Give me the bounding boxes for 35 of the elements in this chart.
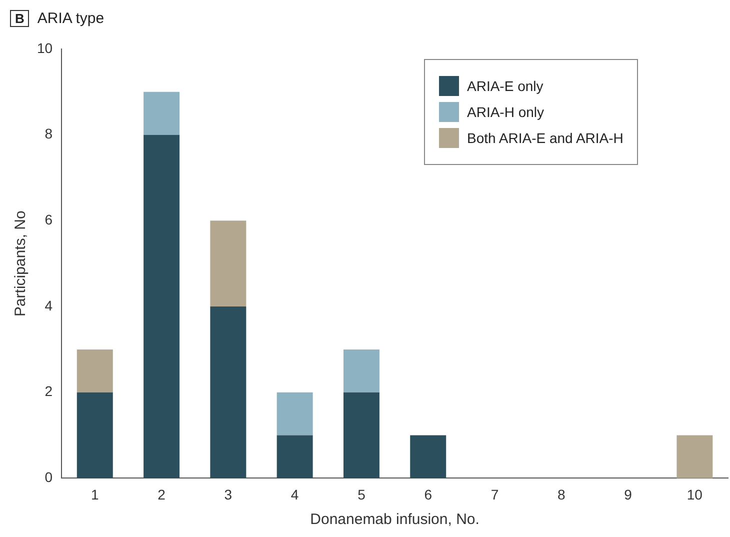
bar (76, 392, 113, 478)
x-tick-label: 3 (224, 486, 232, 502)
bar (343, 392, 380, 478)
x-tick-label: 4 (290, 486, 299, 502)
text: B (10, 10, 30, 27)
y-axis-title: Participants, No (12, 210, 30, 317)
y-tick-label: 2 (44, 383, 53, 400)
bar (210, 220, 246, 307)
x-tick-label: 9 (624, 486, 632, 502)
x-tick-label: 1 (90, 486, 99, 502)
bar (676, 435, 713, 478)
x-tick-label: 8 (557, 486, 566, 502)
bar (343, 349, 380, 392)
bar (276, 435, 313, 478)
y-tick-label: 10 (36, 40, 53, 56)
x-tick-label: 2 (158, 486, 166, 502)
bar (76, 349, 113, 392)
legend-label: Both ARIA-E and ARIA-H (467, 130, 624, 146)
x-axis-title: Donanemab infusion, No. (310, 511, 480, 528)
y-tick-label: 4 (44, 297, 53, 314)
x-tick-label: 6 (424, 486, 432, 502)
bar (144, 134, 180, 478)
y-tick-label: 8 (44, 126, 53, 142)
bar (210, 306, 246, 478)
x-tick-label: 10 (686, 486, 703, 502)
bar (276, 392, 313, 436)
x-tick-label: 5 (358, 486, 366, 502)
x-tick-label: 7 (490, 486, 499, 502)
y-tick-label: 0 (44, 469, 53, 486)
bar (410, 435, 446, 478)
legend-label: ARIA-E only (467, 78, 544, 94)
bar (144, 92, 180, 135)
chart-title: ARIA type (37, 10, 104, 27)
y-tick-label: 6 (44, 212, 53, 228)
legend-label: ARIA-H only (467, 104, 544, 120)
